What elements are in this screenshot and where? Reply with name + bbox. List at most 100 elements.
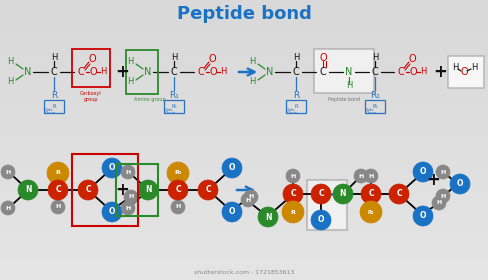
Circle shape [48,180,68,200]
Text: Peptide bond: Peptide bond [327,97,359,102]
Bar [116,164,158,216]
Text: N: N [264,213,271,221]
Text: H: H [248,195,253,199]
Text: C: C [318,190,323,199]
Text: +: + [432,63,446,81]
Circle shape [1,201,15,215]
Text: Amino group: Amino group [134,97,165,102]
Circle shape [310,210,330,230]
Text: group: group [83,97,98,102]
Text: +: + [115,181,129,199]
Circle shape [171,200,184,214]
Circle shape [102,202,122,222]
Text: H: H [100,67,106,76]
Bar [72,154,138,226]
Circle shape [121,201,135,215]
Text: R: R [51,92,57,101]
Text: C: C [367,190,373,199]
Bar [163,100,183,113]
Text: H: H [7,78,13,87]
Text: H: H [170,53,177,62]
Text: R₁: R₁ [369,92,379,101]
Text: H: H [440,169,445,174]
Text: O: O [108,207,115,216]
Bar [126,50,158,94]
Circle shape [167,162,189,184]
Text: H: H [128,195,133,199]
Text: C: C [170,67,177,77]
Bar [72,49,110,87]
Circle shape [198,180,218,200]
Text: O: O [419,211,426,221]
Circle shape [241,193,254,207]
Text: H: H [5,169,11,174]
Text: O: O [459,67,467,77]
Text: O: O [408,67,416,77]
Circle shape [124,190,138,204]
Text: H: H [51,53,57,62]
Text: N: N [144,186,151,195]
Text: C: C [55,186,61,195]
Text: H: H [126,78,133,87]
Circle shape [359,201,381,223]
Text: H: H [5,206,11,211]
Bar [364,100,384,113]
Circle shape [431,196,445,210]
Text: O: O [419,167,426,176]
Text: H: H [367,174,373,179]
Bar [313,49,373,93]
Text: O: O [209,67,216,77]
Text: O: O [319,53,326,63]
Circle shape [102,158,122,178]
Circle shape [18,180,38,200]
Circle shape [222,158,242,178]
Circle shape [363,169,377,183]
Text: Side: Side [286,108,295,112]
Text: Chain: Chain [365,111,376,115]
Text: H: H [371,53,377,62]
Text: C: C [371,67,378,77]
Circle shape [258,207,278,227]
Text: C: C [85,186,91,195]
Text: H: H [126,57,133,67]
Circle shape [285,169,299,183]
Text: O: O [407,54,415,64]
Circle shape [168,180,187,200]
Text: H: H [175,204,180,209]
Circle shape [310,184,330,204]
Text: H: H [358,174,363,179]
Text: C: C [289,190,295,199]
Circle shape [332,184,352,204]
Circle shape [412,206,432,226]
Circle shape [353,169,367,183]
Text: N: N [339,190,346,199]
Circle shape [121,165,135,179]
Text: H: H [290,174,295,179]
Circle shape [138,180,158,200]
Circle shape [244,190,258,204]
Text: H: H [248,78,255,87]
Text: H: H [345,81,351,90]
Text: O: O [228,207,235,216]
Text: O: O [208,54,215,64]
Text: C: C [395,190,401,199]
Text: H: H [7,57,13,67]
Circle shape [412,162,432,182]
Text: R₁: R₁ [174,171,182,176]
Text: H: H [125,206,130,211]
Text: R: R [290,209,295,214]
Text: H: H [292,53,299,62]
Circle shape [449,174,469,194]
Text: N: N [345,67,352,77]
Text: H: H [125,169,130,174]
Circle shape [47,162,69,184]
Bar [306,180,346,230]
Text: R₁: R₁ [367,209,373,214]
Text: O: O [88,54,96,64]
Bar [44,100,64,113]
Text: C: C [397,67,404,77]
Circle shape [78,180,98,200]
Text: Peptide bond: Peptide bond [176,5,311,23]
Text: O: O [317,216,324,225]
Text: R₁: R₁ [171,104,177,109]
